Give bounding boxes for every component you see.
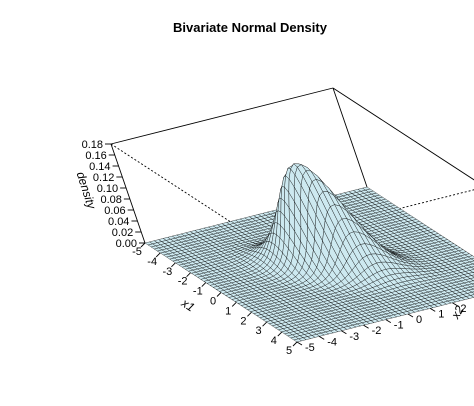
z-tick-label: 0.10 bbox=[97, 183, 118, 195]
x1-tick-label: -2 bbox=[178, 276, 188, 288]
x1-tick-label: 0 bbox=[210, 296, 216, 308]
x1-tick bbox=[262, 321, 267, 327]
z-tick-label: 0.12 bbox=[93, 172, 114, 184]
box-edge bbox=[332, 87, 368, 188]
box-back-edges bbox=[110, 87, 474, 244]
x1-tick bbox=[140, 242, 146, 248]
x2-axis-label: x2 bbox=[448, 303, 467, 322]
z-tick-label: 0.06 bbox=[104, 205, 125, 217]
x1-tick-label: -3 bbox=[163, 266, 173, 278]
x1-tick-label: -1 bbox=[193, 286, 203, 298]
x1-tick bbox=[277, 331, 283, 337]
x1-tick bbox=[247, 311, 252, 317]
x1-axis-label: x1 bbox=[178, 295, 197, 314]
box-edge bbox=[332, 87, 474, 181]
x2-tick bbox=[296, 341, 303, 346]
chart-title: Bivariate Normal Density bbox=[173, 20, 328, 35]
x1-tick-label: 2 bbox=[240, 315, 246, 327]
x2-tick bbox=[318, 336, 325, 340]
x2-tick bbox=[429, 308, 436, 312]
z-tick-label: 0.18 bbox=[82, 139, 103, 151]
density-surface bbox=[144, 163, 474, 343]
x2-tick-label: 1 bbox=[438, 308, 444, 320]
x1-tick-label: 1 bbox=[225, 305, 231, 317]
x2-tick bbox=[341, 330, 347, 335]
x2-tick-label: -3 bbox=[349, 331, 359, 343]
box-edge bbox=[110, 87, 334, 145]
x1-tick bbox=[201, 282, 207, 287]
x2-tick-label: -4 bbox=[327, 336, 337, 348]
z-tick-label: 0.08 bbox=[100, 194, 121, 206]
x1-tick-label: 5 bbox=[286, 345, 292, 357]
box-front-edges bbox=[110, 143, 146, 244]
x1-tick-label: 3 bbox=[256, 325, 262, 337]
surface-facet bbox=[293, 338, 302, 343]
x2-tick-label: 0 bbox=[416, 314, 422, 326]
z-tick-label: 0.14 bbox=[89, 161, 110, 173]
x1-tick bbox=[231, 302, 237, 307]
z-tick-label: 0.00 bbox=[116, 238, 137, 250]
x2-tick-label: -1 bbox=[394, 320, 404, 332]
x1-tick-label: -4 bbox=[147, 256, 157, 268]
x2-tick-label: -2 bbox=[372, 325, 382, 337]
x1-tick-label: -5 bbox=[132, 246, 142, 258]
z-tick-label: 0.16 bbox=[85, 150, 106, 162]
x2-tick bbox=[363, 324, 369, 329]
z-tick-label: 0.02 bbox=[112, 227, 133, 239]
z-tick-label: 0.04 bbox=[108, 216, 129, 228]
x1-tick bbox=[292, 341, 298, 347]
box-edge bbox=[110, 143, 146, 244]
x2-tick-label: -5 bbox=[305, 342, 315, 354]
x1-tick-label: 4 bbox=[271, 335, 277, 347]
x1-tick bbox=[155, 252, 161, 258]
x1-tick bbox=[216, 292, 222, 297]
x1-tick bbox=[186, 272, 191, 278]
x2-tick bbox=[452, 302, 458, 307]
x2-tick-label: 2 bbox=[460, 303, 466, 315]
x1-tick bbox=[171, 262, 176, 268]
x2-tick bbox=[407, 313, 414, 318]
x2-tick bbox=[385, 319, 392, 323]
